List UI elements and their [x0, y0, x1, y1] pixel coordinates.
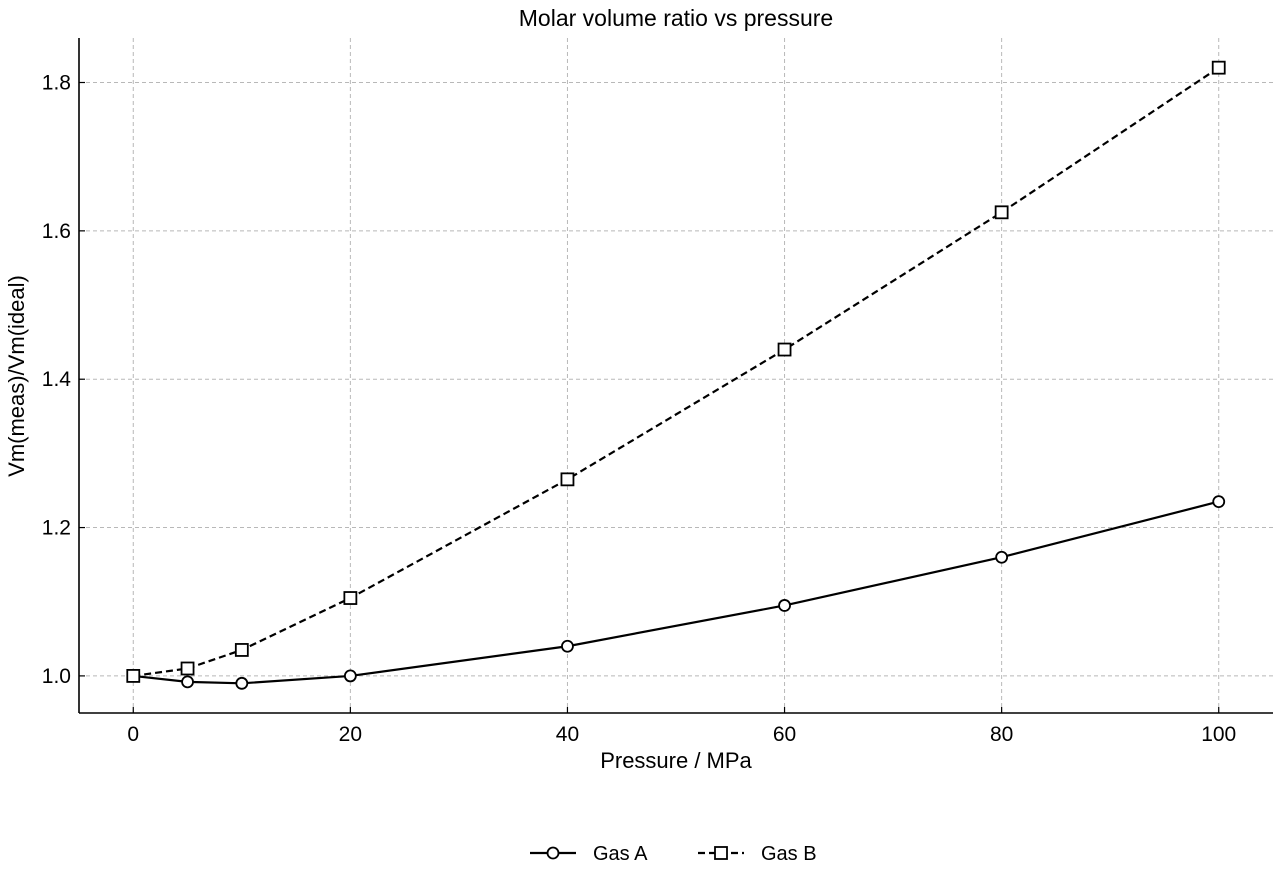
data-point-gas-b: [180, 661, 195, 676]
data-point-gas-a: [561, 639, 574, 653]
x-tick-label: 60: [773, 723, 796, 746]
y-tick-label: 1.2: [42, 517, 71, 540]
x-tick-label: 0: [127, 723, 139, 746]
series-line-gas-a: [133, 500, 1220, 685]
data-point-gas-b: [1211, 60, 1226, 75]
x-tick-label: 40: [556, 723, 579, 746]
legend: Gas A Gas B: [530, 843, 817, 865]
data-point-gas-a: [995, 550, 1009, 564]
x-tick-label: 100: [1201, 723, 1236, 746]
data-point-gas-a: [1212, 495, 1226, 508]
y-tick-label: 1.6: [42, 220, 71, 243]
legend-label: Gas A: [593, 843, 648, 865]
legend-marker: [714, 846, 728, 860]
data-point-gas-b: [994, 205, 1009, 220]
data-point-gas-b: [343, 591, 358, 605]
data-point-gas-b: [777, 342, 792, 357]
chart-title: Molar volume ratio vs pressure: [519, 5, 833, 31]
data-point-gas-a: [778, 599, 791, 612]
data-point-gas-a: [343, 669, 357, 683]
series-lines: [126, 60, 1226, 690]
legend-item-gas-b: Gas B: [698, 843, 817, 865]
y-axis-title: Vm(meas)/Vm(ideal): [4, 275, 29, 477]
legend-label: Gas B: [761, 843, 817, 865]
series-gas-a: [126, 495, 1226, 690]
series-line-gas-b: [133, 66, 1220, 678]
legend-item-gas-a: Gas A: [530, 843, 648, 865]
x-tick-label: 20: [339, 723, 362, 746]
gridlines: [79, 38, 1273, 713]
x-axis-title: Pressure / MPa: [600, 748, 752, 773]
legend-marker: [546, 846, 560, 860]
y-tick-label: 1.0: [42, 665, 71, 688]
data-point-gas-b: [560, 472, 575, 487]
axes: [78, 38, 1273, 714]
x-ticks: 0 20 40 60 80 100: [127, 707, 1236, 746]
x-tick-label: 80: [990, 723, 1013, 746]
data-point-gas-a: [235, 676, 249, 690]
y-tick-label: 1.4: [42, 368, 72, 391]
data-point-gas-b: [234, 643, 249, 657]
y-tick-label: 1.8: [42, 72, 71, 95]
series-gas-b: [126, 60, 1226, 683]
data-point-gas-a: [181, 675, 194, 689]
y-ticks: 1.0 1.2 1.4 1.6 1.8: [42, 72, 85, 688]
data-point-gas-b: [126, 669, 141, 683]
